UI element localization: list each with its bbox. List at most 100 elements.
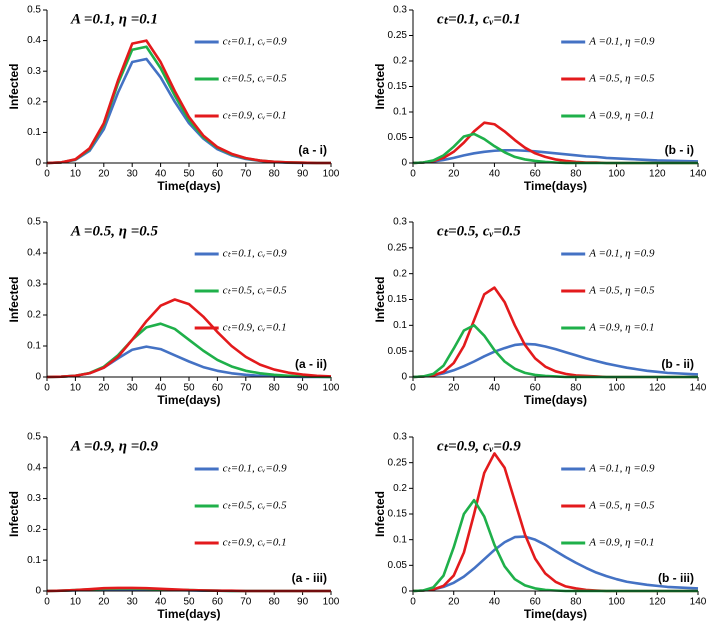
x-tick-label: 60 (530, 383, 542, 394)
y-tick-label: 0.3 (27, 66, 41, 77)
x-tick-label: 20 (448, 597, 460, 608)
x-tick-label: 40 (155, 597, 167, 608)
y-tick-label: 0.3 (27, 279, 41, 290)
legend-label: A =0.1, η =0.9 (588, 248, 655, 260)
x-tick-label: 90 (297, 169, 309, 180)
x-tick-label: 70 (240, 597, 252, 608)
x-tick-label: 60 (212, 383, 224, 394)
y-tick-label: 0.2 (393, 483, 407, 494)
x-tick-label: 0 (410, 597, 416, 608)
x-tick-label: 100 (323, 169, 340, 180)
y-tick-label: 0.15 (388, 294, 408, 305)
x-axis-label: Time(days) (524, 179, 587, 193)
x-axis-label: Time(days) (524, 393, 587, 407)
y-tick-label: 0 (401, 586, 407, 597)
y-tick-label: 0.1 (27, 127, 41, 138)
x-tick-label: 20 (98, 383, 110, 394)
panel-label: (b - i) (665, 143, 694, 157)
x-tick-label: 90 (297, 597, 309, 608)
x-axis-label: Time(days) (157, 393, 220, 407)
x-tick-label: 100 (608, 597, 625, 608)
panel-label: (a - iii) (292, 571, 327, 585)
y-axis-label: Infected (373, 63, 387, 109)
y-tick-label: 0.1 (393, 107, 407, 118)
legend-label: cₜ=0.9, cᵥ=0.1 (223, 322, 287, 334)
y-tick-label: 0 (401, 372, 407, 383)
x-tick-label: 80 (570, 597, 582, 608)
y-tick-label: 0.2 (27, 524, 41, 535)
x-tick-label: 30 (127, 383, 139, 394)
y-tick-label: 0.5 (27, 432, 41, 443)
series-line (46, 39, 331, 165)
y-tick-label: 0.25 (388, 242, 408, 253)
x-tick-label: 40 (155, 169, 167, 180)
y-tick-label: 0.05 (388, 132, 408, 143)
x-tick-label: 70 (240, 169, 252, 180)
series-line (412, 286, 698, 379)
panel-label: (a - ii) (295, 357, 327, 371)
series-line (412, 148, 699, 165)
panel-title: cₜ=0.5, cᵥ=0.5 (437, 223, 521, 239)
y-tick-label: 0.2 (27, 310, 41, 321)
y-tick-label: 0.2 (393, 268, 407, 279)
y-tick-label: 0.3 (393, 432, 407, 443)
panel-title: A =0.9, η =0.9 (70, 438, 159, 454)
x-tick-label: 80 (269, 597, 281, 608)
y-tick-label: 0.1 (393, 320, 407, 331)
x-tick-label: 40 (489, 597, 501, 608)
x-tick-label: 40 (155, 383, 167, 394)
x-tick-label: 50 (183, 597, 195, 608)
y-tick-label: 0.1 (27, 555, 41, 566)
panel-title: cₜ=0.1, cᵥ=0.1 (437, 11, 521, 27)
x-tick-label: 80 (269, 383, 281, 394)
series-line (412, 342, 699, 379)
y-axis-label: Infected (7, 276, 21, 322)
x-tick-label: 10 (70, 597, 82, 608)
x-tick-label: 70 (240, 383, 252, 394)
x-tick-label: 60 (212, 597, 224, 608)
x-tick-label: 30 (127, 597, 139, 608)
series-line (412, 498, 698, 593)
x-tick-label: 20 (448, 169, 460, 180)
panel-label: (a - i) (298, 143, 327, 157)
x-tick-label: 120 (649, 169, 666, 180)
legend-label: cₜ=0.9, cᵥ=0.1 (223, 110, 287, 122)
x-tick-label: 60 (530, 597, 542, 608)
series-line (412, 452, 698, 593)
x-axis-label: Time(days) (157, 607, 220, 621)
y-tick-label: 0 (35, 586, 41, 597)
legend-label: cₜ=0.9, cᵥ=0.1 (223, 537, 287, 549)
x-tick-label: 80 (269, 169, 281, 180)
y-tick-label: 0.4 (27, 462, 41, 473)
x-tick-label: 60 (212, 169, 224, 180)
y-tick-label: 0.3 (27, 493, 41, 504)
x-tick-label: 0 (44, 169, 50, 180)
legend-label: A =0.5, η =0.5 (588, 73, 655, 85)
panel-label: (b - ii) (661, 357, 694, 371)
x-tick-label: 40 (489, 169, 501, 180)
legend-label: cₜ=0.5, cᵥ=0.5 (223, 73, 287, 85)
x-tick-label: 50 (183, 383, 195, 394)
legend-label: cₜ=0.5, cᵥ=0.5 (223, 285, 287, 297)
x-tick-label: 10 (70, 169, 82, 180)
legend-label: A =0.1, η =0.9 (588, 36, 655, 48)
legend-label: cₜ=0.1, cᵥ=0.9 (223, 248, 287, 260)
y-tick-label: 0.2 (393, 56, 407, 67)
x-tick-label: 100 (608, 383, 625, 394)
legend-label: A =0.9, η =0.1 (588, 110, 654, 122)
y-tick-label: 0 (401, 158, 407, 169)
series-line (412, 535, 699, 593)
series-line (46, 45, 331, 165)
x-tick-label: 40 (489, 383, 501, 394)
legend-label: cₜ=0.5, cᵥ=0.5 (223, 500, 287, 512)
x-tick-label: 0 (44, 383, 50, 394)
y-tick-label: 0 (35, 158, 41, 169)
x-axis-label: Time(days) (524, 607, 587, 621)
x-tick-label: 20 (448, 383, 460, 394)
legend-label: A =0.9, η =0.1 (588, 537, 654, 549)
y-tick-label: 0.1 (27, 341, 41, 352)
y-tick-label: 0.4 (27, 35, 41, 46)
x-axis-label: Time(days) (157, 179, 220, 193)
y-tick-label: 0.15 (388, 81, 408, 92)
panel-title: A =0.5, η =0.5 (70, 223, 159, 239)
